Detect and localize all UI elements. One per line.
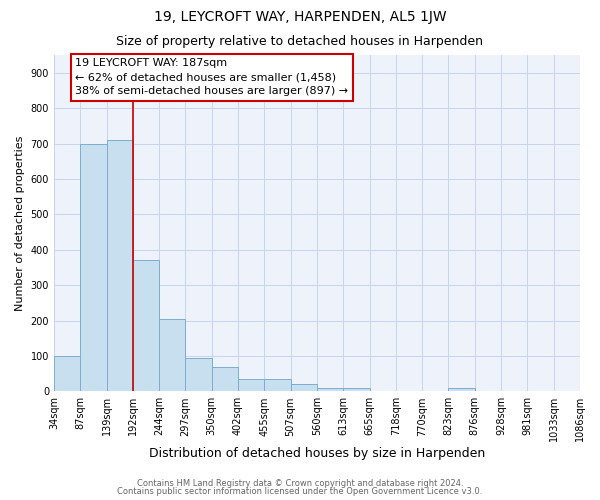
Bar bbox=[265, 379, 290, 392]
Bar bbox=[238, 379, 265, 392]
Bar bbox=[54, 356, 80, 392]
Bar bbox=[107, 140, 133, 392]
Bar bbox=[80, 144, 107, 392]
Bar bbox=[317, 388, 343, 392]
Bar bbox=[133, 260, 159, 392]
Y-axis label: Number of detached properties: Number of detached properties bbox=[15, 136, 25, 311]
Text: 19, LEYCROFT WAY, HARPENDEN, AL5 1JW: 19, LEYCROFT WAY, HARPENDEN, AL5 1JW bbox=[154, 10, 446, 24]
Bar bbox=[212, 366, 238, 392]
Bar bbox=[448, 388, 475, 392]
Bar bbox=[185, 358, 212, 392]
Text: Contains public sector information licensed under the Open Government Licence v3: Contains public sector information licen… bbox=[118, 487, 482, 496]
Bar bbox=[159, 319, 185, 392]
Text: Size of property relative to detached houses in Harpenden: Size of property relative to detached ho… bbox=[116, 35, 484, 48]
Text: 19 LEYCROFT WAY: 187sqm
← 62% of detached houses are smaller (1,458)
38% of semi: 19 LEYCROFT WAY: 187sqm ← 62% of detache… bbox=[75, 58, 348, 96]
Bar bbox=[290, 384, 317, 392]
Text: Contains HM Land Registry data © Crown copyright and database right 2024.: Contains HM Land Registry data © Crown c… bbox=[137, 478, 463, 488]
X-axis label: Distribution of detached houses by size in Harpenden: Distribution of detached houses by size … bbox=[149, 447, 485, 460]
Bar bbox=[343, 388, 370, 392]
